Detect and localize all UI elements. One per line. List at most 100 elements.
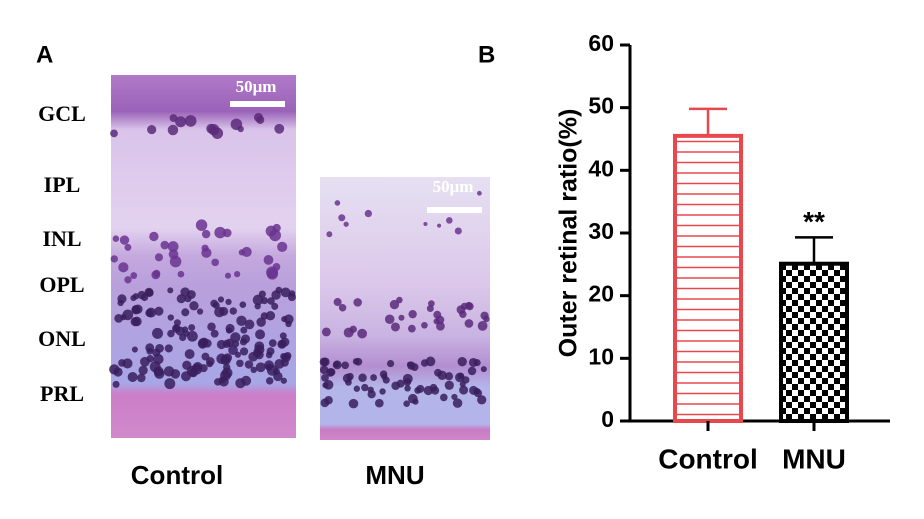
nucleus <box>326 231 333 238</box>
nucleus <box>238 249 245 256</box>
nucleus <box>175 326 185 336</box>
nucleus <box>152 269 161 278</box>
y-tick-label: 30 <box>588 218 614 244</box>
nucleus <box>454 227 462 235</box>
nucleus <box>225 323 235 333</box>
nucleus <box>160 240 170 250</box>
nucleus <box>253 112 264 122</box>
nucleus <box>255 362 266 373</box>
nucleus <box>167 124 179 136</box>
nucleus <box>319 365 329 375</box>
significance: ** <box>803 206 825 237</box>
nucleus <box>451 393 458 401</box>
nucleus <box>145 308 154 318</box>
nucleus <box>117 294 127 304</box>
nucleus <box>223 363 231 371</box>
nucleus <box>217 296 225 303</box>
nucleus <box>269 229 282 242</box>
nucleus <box>131 305 140 314</box>
nucleus <box>459 310 467 318</box>
nucleus <box>396 296 403 304</box>
image-caption: MNU <box>365 460 424 490</box>
nucleus <box>214 226 226 239</box>
nucleus <box>353 385 361 392</box>
nucleus <box>145 343 155 353</box>
nucleus <box>186 290 196 299</box>
nucleus <box>220 354 231 366</box>
nucleus <box>403 400 410 407</box>
nucleus <box>358 373 367 382</box>
image-caption: Control <box>131 460 223 490</box>
y-tick-label: 60 <box>588 30 614 56</box>
nucleus <box>184 349 195 359</box>
nucleus <box>252 294 264 306</box>
nucleus <box>244 360 254 369</box>
nucleus <box>240 334 251 344</box>
y-tick-label: 0 <box>601 406 614 432</box>
nucleus <box>260 312 269 320</box>
nucleus <box>444 380 454 390</box>
nucleus <box>224 272 232 279</box>
nucleus <box>265 351 273 359</box>
nucleus <box>338 214 346 222</box>
nucleus <box>234 271 241 278</box>
nucleus <box>437 370 447 381</box>
nucleus <box>348 398 359 409</box>
nucleus <box>353 298 362 307</box>
nucleus <box>131 346 138 353</box>
nucleus <box>222 339 231 349</box>
nucleus <box>452 398 463 408</box>
nucleus <box>236 315 247 326</box>
x-tick-label: MNU <box>782 443 846 474</box>
nucleus <box>169 114 178 122</box>
nucleus <box>147 124 157 135</box>
nucleus <box>437 223 442 228</box>
nucleus <box>258 290 266 298</box>
nucleus <box>225 298 232 306</box>
nucleus <box>446 217 453 224</box>
scale-bar <box>427 207 482 213</box>
nucleus <box>280 287 291 298</box>
nucleus <box>137 373 146 383</box>
nucleus <box>229 307 237 315</box>
nucleus <box>333 361 340 368</box>
nucleus <box>240 326 248 334</box>
nucleus <box>110 255 118 263</box>
nucleus <box>333 298 342 307</box>
nucleus <box>154 253 164 262</box>
nucleus <box>181 308 190 317</box>
nucleus <box>322 382 329 389</box>
nucleus <box>263 255 274 265</box>
scale-bar <box>230 101 285 107</box>
nucleus <box>265 377 274 385</box>
nucleus <box>132 293 140 300</box>
nucleus <box>239 347 249 356</box>
nucleus <box>130 317 140 327</box>
nucleus <box>144 287 154 297</box>
nucleus <box>250 366 257 374</box>
layer-label: INL <box>42 226 81 251</box>
nucleus <box>113 367 123 377</box>
nucleus <box>477 395 487 405</box>
nucleus <box>465 302 474 311</box>
nucleus <box>473 359 481 367</box>
nucleus <box>124 243 132 251</box>
layer-label: ONL <box>38 326 86 351</box>
nucleus <box>112 380 120 388</box>
nucleus <box>390 322 400 332</box>
nucleus <box>416 384 425 393</box>
nucleus <box>379 388 386 395</box>
nucleus <box>321 327 331 337</box>
nucleus <box>349 325 357 333</box>
nucleus <box>201 247 212 258</box>
nucleus <box>206 360 214 368</box>
nucleus <box>361 383 369 392</box>
nucleus <box>163 366 175 377</box>
nucleus <box>404 385 411 392</box>
nucleus <box>244 319 255 330</box>
x-tick-label: Control <box>658 443 758 474</box>
nucleus <box>230 118 243 131</box>
nucleus <box>173 319 181 327</box>
